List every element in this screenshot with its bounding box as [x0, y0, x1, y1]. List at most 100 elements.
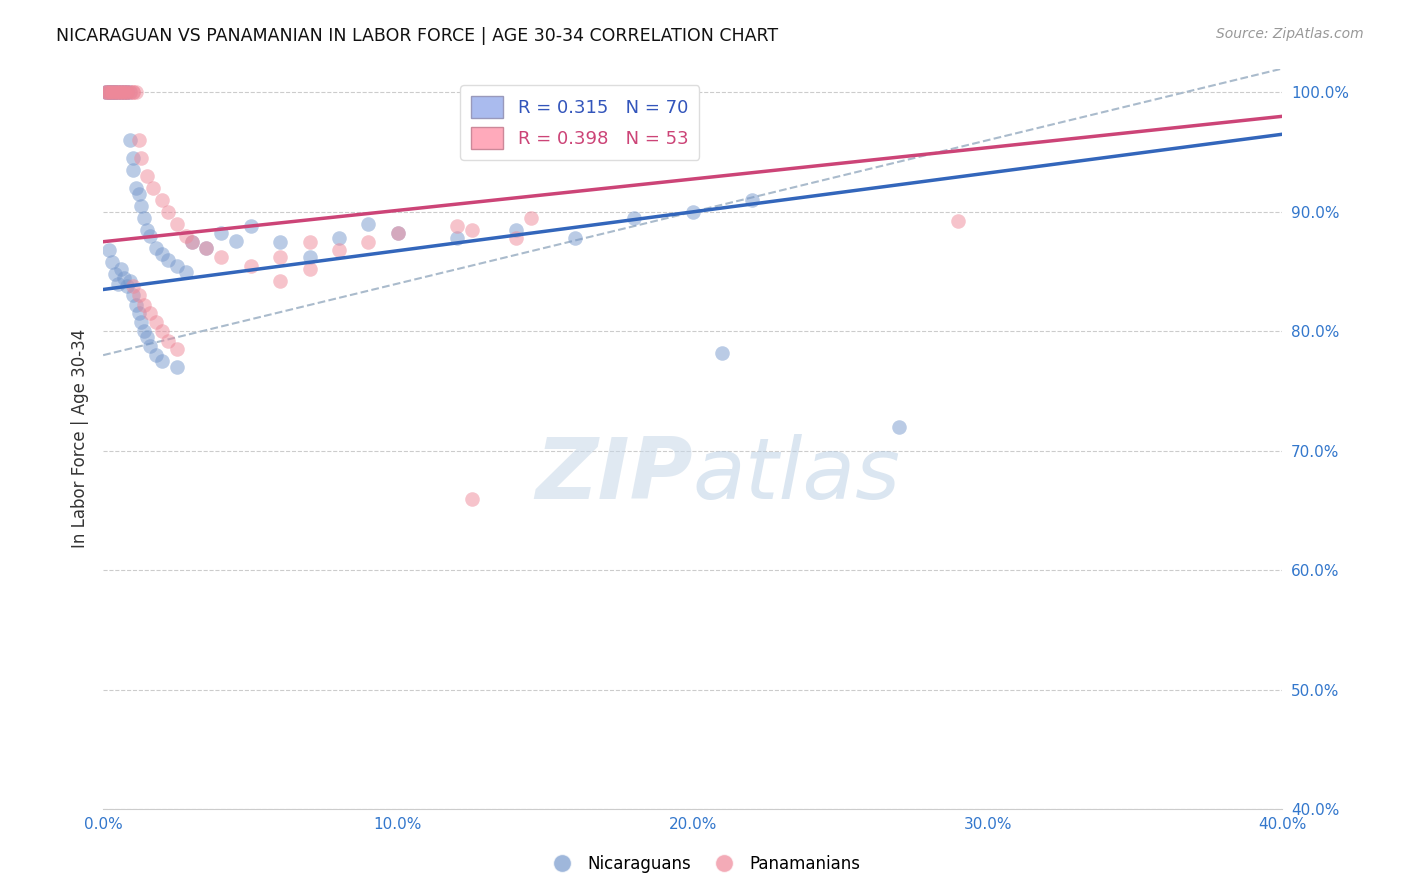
- Nicaraguans: [104, 267, 127, 281]
- Text: ZIP: ZIP: [536, 434, 693, 517]
- Nicaraguans: [110, 86, 132, 100]
- Nicaraguans: [446, 231, 468, 245]
- Nicaraguans: [145, 241, 167, 255]
- Panamanians: [180, 235, 202, 249]
- Nicaraguans: [94, 86, 117, 100]
- Panamanians: [112, 86, 135, 100]
- Panamanians: [121, 86, 143, 100]
- Panamanians: [195, 241, 218, 255]
- Nicaraguans: [150, 354, 173, 368]
- Nicaraguans: [387, 227, 409, 241]
- Panamanians: [94, 86, 117, 100]
- Panamanians: [104, 86, 127, 100]
- Panamanians: [269, 250, 291, 264]
- Panamanians: [98, 86, 121, 100]
- Nicaraguans: [150, 246, 173, 260]
- Nicaraguans: [118, 133, 141, 147]
- Panamanians: [101, 86, 124, 100]
- Panamanians: [139, 306, 162, 320]
- Nicaraguans: [101, 86, 124, 100]
- Panamanians: [460, 491, 482, 506]
- Nicaraguans: [136, 223, 159, 237]
- Nicaraguans: [239, 219, 262, 234]
- Nicaraguans: [118, 274, 141, 288]
- Panamanians: [269, 274, 291, 288]
- Panamanians: [128, 133, 150, 147]
- Panamanians: [156, 334, 179, 348]
- Panamanians: [118, 86, 141, 100]
- Nicaraguans: [104, 86, 127, 100]
- Panamanians: [110, 86, 132, 100]
- Nicaraguans: [112, 86, 135, 100]
- Panamanians: [174, 228, 197, 243]
- Nicaraguans: [121, 163, 143, 178]
- Nicaraguans: [174, 264, 197, 278]
- Panamanians: [101, 86, 124, 100]
- Panamanians: [98, 86, 121, 100]
- Y-axis label: In Labor Force | Age 30-34: In Labor Force | Age 30-34: [72, 329, 89, 549]
- Nicaraguans: [131, 315, 153, 329]
- Nicaraguans: [128, 186, 150, 201]
- Nicaraguans: [505, 223, 527, 237]
- Nicaraguans: [711, 346, 734, 360]
- Legend: R = 0.315   N = 70, R = 0.398   N = 53: R = 0.315 N = 70, R = 0.398 N = 53: [460, 85, 699, 160]
- Nicaraguans: [225, 234, 247, 248]
- Nicaraguans: [328, 231, 350, 245]
- Nicaraguans: [124, 181, 146, 195]
- Panamanians: [150, 324, 173, 338]
- Nicaraguans: [98, 243, 121, 257]
- Panamanians: [104, 86, 127, 100]
- Nicaraguans: [107, 86, 129, 100]
- Panamanians: [121, 86, 143, 100]
- Panamanians: [328, 243, 350, 257]
- Panamanians: [166, 217, 188, 231]
- Nicaraguans: [166, 259, 188, 273]
- Panamanians: [519, 211, 541, 225]
- Nicaraguans: [298, 250, 321, 264]
- Nicaraguans: [107, 86, 129, 100]
- Text: Source: ZipAtlas.com: Source: ZipAtlas.com: [1216, 27, 1364, 41]
- Panamanians: [505, 231, 527, 245]
- Nicaraguans: [112, 270, 135, 285]
- Panamanians: [142, 181, 165, 195]
- Panamanians: [136, 169, 159, 183]
- Panamanians: [145, 315, 167, 329]
- Nicaraguans: [741, 193, 763, 207]
- Nicaraguans: [889, 420, 911, 434]
- Nicaraguans: [136, 330, 159, 344]
- Text: atlas: atlas: [693, 434, 901, 517]
- Panamanians: [115, 86, 138, 100]
- Nicaraguans: [104, 86, 127, 100]
- Nicaraguans: [115, 86, 138, 100]
- Panamanians: [115, 86, 138, 100]
- Legend: Nicaraguans, Panamanians: Nicaraguans, Panamanians: [538, 848, 868, 880]
- Panamanians: [166, 342, 188, 356]
- Nicaraguans: [110, 86, 132, 100]
- Panamanians: [107, 86, 129, 100]
- Nicaraguans: [134, 324, 156, 338]
- Nicaraguans: [121, 288, 143, 302]
- Nicaraguans: [139, 338, 162, 352]
- Nicaraguans: [98, 86, 121, 100]
- Nicaraguans: [156, 252, 179, 267]
- Nicaraguans: [128, 306, 150, 320]
- Panamanians: [387, 227, 409, 241]
- Nicaraguans: [101, 86, 124, 100]
- Panamanians: [131, 151, 153, 165]
- Nicaraguans: [115, 86, 138, 100]
- Nicaraguans: [124, 298, 146, 312]
- Panamanians: [156, 205, 179, 219]
- Panamanians: [239, 259, 262, 273]
- Panamanians: [124, 86, 146, 100]
- Panamanians: [298, 235, 321, 249]
- Nicaraguans: [101, 255, 124, 269]
- Nicaraguans: [623, 211, 645, 225]
- Nicaraguans: [209, 227, 232, 241]
- Panamanians: [946, 214, 969, 228]
- Panamanians: [94, 86, 117, 100]
- Nicaraguans: [131, 199, 153, 213]
- Nicaraguans: [139, 228, 162, 243]
- Panamanians: [134, 298, 156, 312]
- Panamanians: [298, 262, 321, 277]
- Nicaraguans: [98, 86, 121, 100]
